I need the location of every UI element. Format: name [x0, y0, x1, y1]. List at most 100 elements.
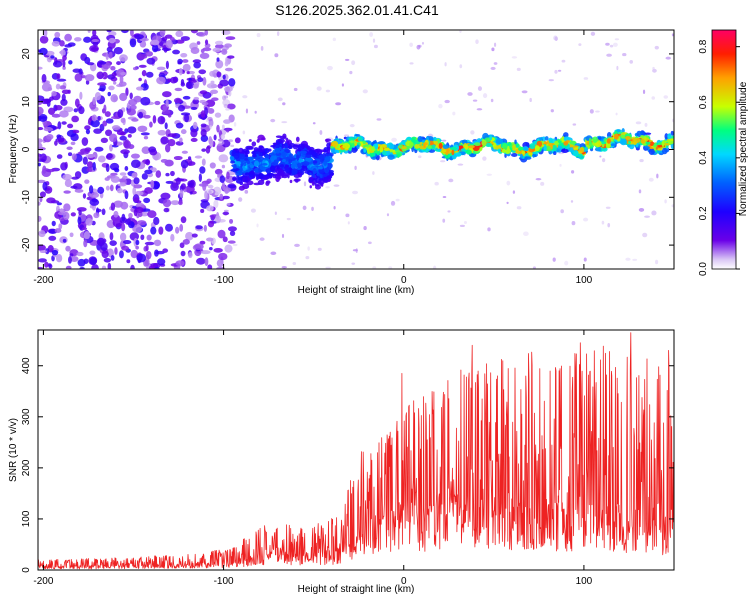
spectrogram-cell: [156, 76, 166, 85]
spectrogram-cell: [599, 155, 602, 158]
spectrogram-cell: [442, 196, 447, 199]
spectrogram-cell: [597, 146, 602, 152]
spectrogram-cell: [82, 156, 88, 165]
spectrogram-cell: [622, 52, 627, 57]
spectrogram-cell: [218, 252, 228, 261]
spectrogram-cell: [157, 129, 167, 136]
spectrogram-cell: [110, 175, 120, 183]
spectrogram-cell: [459, 30, 462, 33]
spectrogram-cell: [325, 89, 331, 93]
spectrogram-cell: [143, 135, 149, 140]
snr-panel: -200 -100 0 100 0 100 200 300 400 Height of str…: [8, 329, 675, 595]
spectrogram-cell: [282, 102, 286, 106]
spectrogram-cell: [170, 200, 180, 206]
spectrogram-cell: [256, 223, 259, 228]
spectrogram-cell: [146, 234, 152, 241]
spectrogram-cell: [113, 46, 123, 55]
spectrogram-cell: [222, 99, 231, 107]
spectrogram-cell: [232, 243, 238, 247]
spectrogram-cell: [78, 209, 82, 216]
spectrogram-cell: [189, 79, 197, 83]
spectrogram-cell: [141, 146, 151, 155]
spectrogram-cell: [39, 35, 49, 44]
spectrogram-cell: [615, 112, 618, 116]
spectrogram-cell: [270, 251, 277, 255]
spectrogram-cell: [377, 141, 386, 145]
spectrogram-cell: [245, 108, 249, 114]
spectrogram-cell: [179, 137, 183, 143]
spectrogram-cell: [281, 233, 285, 239]
spectrogram-cell: [636, 130, 642, 137]
spectrogram-cell: [253, 147, 259, 151]
spectrogram-cell: [180, 250, 186, 257]
spectrogram-cell: [72, 129, 80, 134]
spectrogram-cell: [39, 47, 48, 56]
spectrogram-cell: [217, 229, 226, 239]
spectrogram-cell: [244, 175, 249, 183]
spectrogram-cell: [558, 152, 564, 155]
spectrogram-cell: [589, 109, 594, 114]
spectrogram-cell: [54, 104, 63, 111]
spectrogram-cell: [51, 40, 61, 47]
spectrogram-cell: [93, 212, 100, 219]
spectrogram-cell: [213, 199, 219, 209]
spectrogram-cell: [409, 62, 414, 65]
spectrogram-cell: [477, 86, 482, 91]
x-tick-label: 0: [401, 576, 407, 587]
spectrogram-cell: [133, 208, 138, 217]
spectrogram-cell: [44, 261, 49, 268]
spectrogram-cell: [423, 142, 428, 146]
spectrogram-cell: [191, 233, 198, 238]
spectrogram-cell: [205, 119, 209, 123]
spectrogram-cell: [214, 40, 224, 45]
spectrogram-cell: [292, 160, 300, 164]
spectrogram-cell: [207, 184, 214, 189]
spectrogram-cell: [154, 100, 161, 106]
spectrogram-cell: [70, 212, 76, 217]
spectrogram-cell: [516, 206, 522, 210]
spectrogram-cell: [466, 149, 472, 155]
spectrogram-cell: [433, 265, 437, 269]
spectrogram-cell: [131, 172, 138, 179]
colorbar-tick-label: 0.6: [698, 95, 709, 109]
spectrogram-cell: [141, 70, 147, 77]
spectrogram-cell: [288, 153, 294, 161]
spectrogram-cell: [524, 146, 529, 152]
spectrogram-cell: [388, 266, 393, 269]
spectrogram-cell: [193, 96, 200, 101]
spectrogram-cell: [120, 71, 127, 76]
spectrogram-cell: [92, 96, 96, 106]
spectrogram-cell: [113, 81, 117, 85]
spectrogram-cell: [83, 258, 89, 264]
spectrogram-cell: [90, 119, 100, 128]
spectrogram-cell: [159, 30, 166, 37]
spectrogram-cell: [292, 261, 297, 265]
spectrogram-cell: [302, 205, 307, 211]
spectrogram-cell: [548, 138, 557, 144]
spectrogram-cell: [120, 117, 126, 124]
spectrogram-cell: [529, 97, 532, 103]
spectrogram-cell: [221, 195, 230, 200]
spectrogram-cell: [592, 136, 598, 143]
spectrogram-cell: [68, 60, 73, 65]
y-tick-label: 200: [21, 459, 32, 476]
spectrogram-cell: [94, 91, 102, 101]
spectrogram-cell: [162, 109, 171, 115]
spectrogram-cell: [154, 249, 159, 257]
spectrogram-cell: [145, 71, 154, 78]
spectrogram-cell: [89, 192, 100, 199]
spectrogram-cell: [62, 55, 67, 61]
spectrogram-cell: [187, 180, 195, 188]
spectrogram-cell: [644, 122, 648, 127]
spectrogram-y-ticks: -20 -10 0 10 20: [21, 48, 674, 252]
spectrogram-cell: [314, 184, 322, 190]
spectrogram-cell: [200, 129, 207, 137]
spectrogram-cell: [221, 164, 226, 169]
colorbar-tick-label: 0.2: [698, 206, 709, 220]
spectrogram-cell: [258, 172, 264, 179]
spectrogram-cell: [85, 154, 96, 158]
spectrogram-cell: [490, 98, 494, 103]
spectrogram-cell: [71, 153, 77, 161]
spectrogram-cell: [519, 153, 523, 159]
